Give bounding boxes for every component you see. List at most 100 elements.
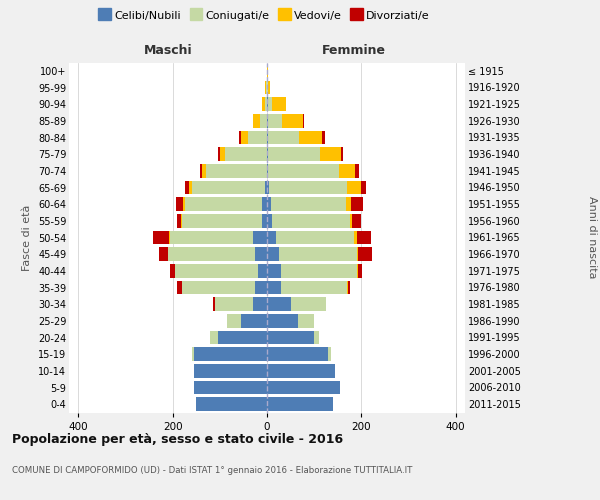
Bar	[356, 230, 371, 244]
Bar	[253, 298, 267, 311]
Bar	[268, 114, 282, 128]
Bar	[347, 280, 348, 294]
Bar	[218, 330, 267, 344]
Bar	[257, 264, 267, 278]
Bar	[194, 380, 267, 394]
Bar	[268, 98, 272, 111]
Bar	[218, 148, 220, 161]
Bar	[202, 164, 206, 177]
Bar	[281, 264, 356, 278]
Bar	[265, 98, 267, 111]
Bar	[338, 164, 355, 177]
Bar	[159, 248, 167, 261]
Bar	[268, 80, 270, 94]
Bar	[255, 280, 267, 294]
Bar	[194, 364, 267, 378]
Bar	[356, 264, 358, 278]
Bar	[196, 398, 267, 411]
Bar	[266, 80, 267, 94]
Bar	[349, 214, 352, 228]
Bar	[267, 398, 333, 411]
Bar	[183, 198, 185, 211]
Bar	[215, 298, 253, 311]
Bar	[267, 180, 269, 194]
Bar	[322, 130, 325, 144]
Bar	[352, 214, 361, 228]
Bar	[347, 180, 361, 194]
Bar	[265, 80, 266, 94]
Bar	[267, 364, 335, 378]
Bar	[267, 264, 281, 278]
Bar	[194, 348, 267, 361]
Bar	[268, 164, 338, 177]
Bar	[358, 248, 372, 261]
Bar	[239, 130, 241, 144]
Bar	[267, 130, 268, 144]
Bar	[279, 248, 356, 261]
Bar	[272, 98, 286, 111]
Bar	[298, 314, 314, 328]
Bar	[181, 214, 182, 228]
Bar	[170, 264, 175, 278]
Bar	[211, 330, 218, 344]
Bar	[267, 230, 277, 244]
Bar	[267, 280, 281, 294]
Bar	[169, 230, 170, 244]
Bar	[241, 130, 248, 144]
Bar	[346, 198, 351, 211]
Legend: Celibi/Nubili, Coniugati/e, Vedovi/e, Divorziati/e: Celibi/Nubili, Coniugati/e, Vedovi/e, Di…	[96, 8, 432, 24]
Bar	[191, 348, 194, 361]
Bar	[271, 198, 346, 211]
Bar	[178, 214, 181, 228]
Bar	[191, 180, 265, 194]
Bar	[328, 348, 331, 361]
Bar	[168, 248, 255, 261]
Bar	[262, 214, 267, 228]
Bar	[253, 230, 267, 244]
Bar	[348, 280, 350, 294]
Bar	[262, 198, 267, 211]
Bar	[267, 380, 340, 394]
Bar	[267, 214, 272, 228]
Bar	[290, 298, 326, 311]
Bar	[358, 264, 362, 278]
Bar	[361, 180, 366, 194]
Bar	[182, 280, 255, 294]
Bar	[253, 114, 260, 128]
Bar	[178, 280, 182, 294]
Bar	[314, 330, 319, 344]
Bar	[267, 164, 268, 177]
Bar	[170, 230, 253, 244]
Bar	[281, 280, 347, 294]
Bar	[185, 180, 189, 194]
Bar	[267, 64, 268, 78]
Y-axis label: Fasce di età: Fasce di età	[22, 204, 32, 270]
Bar	[267, 348, 328, 361]
Bar	[153, 230, 169, 244]
Bar	[354, 230, 356, 244]
Y-axis label: Anni di nascita: Anni di nascita	[587, 196, 597, 278]
Bar	[220, 148, 224, 161]
Bar	[227, 314, 241, 328]
Text: Femmine: Femmine	[322, 44, 386, 58]
Bar	[299, 130, 322, 144]
Bar	[267, 314, 298, 328]
Bar	[267, 248, 279, 261]
Bar	[356, 248, 358, 261]
Bar	[282, 114, 304, 128]
Bar	[272, 214, 349, 228]
Bar	[267, 98, 268, 111]
Bar	[224, 148, 267, 161]
Text: Popolazione per età, sesso e stato civile - 2016: Popolazione per età, sesso e stato civil…	[12, 432, 343, 446]
Bar	[185, 198, 262, 211]
Bar	[320, 148, 341, 161]
Bar	[341, 148, 343, 161]
Bar	[269, 180, 347, 194]
Bar	[277, 230, 354, 244]
Bar	[241, 314, 267, 328]
Bar	[355, 164, 359, 177]
Bar	[267, 298, 290, 311]
Text: Maschi: Maschi	[143, 44, 193, 58]
Bar	[268, 130, 299, 144]
Bar	[206, 164, 267, 177]
